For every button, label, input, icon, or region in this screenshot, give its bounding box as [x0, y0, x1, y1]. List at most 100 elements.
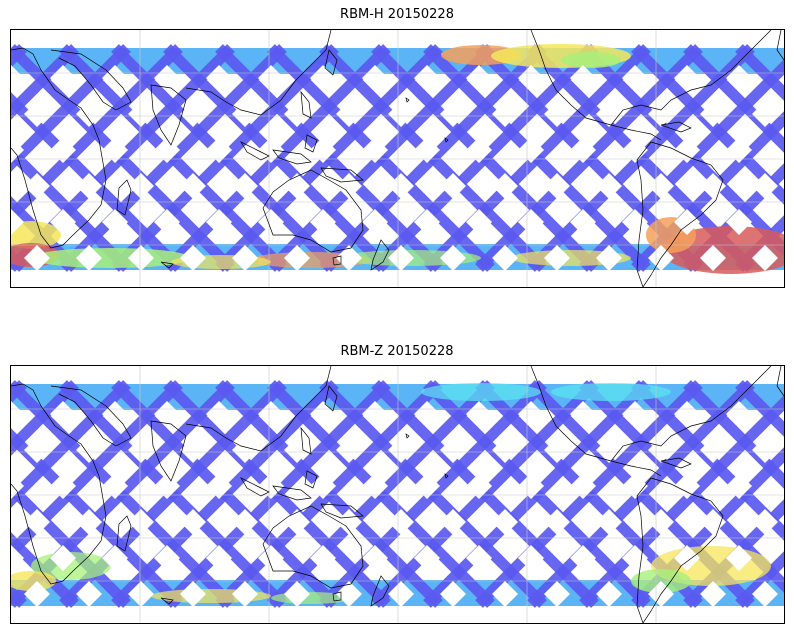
gap-diamond [336, 437, 362, 463]
coastline-path [444, 473, 449, 479]
coastline-path [262, 505, 364, 589]
swath-track [11, 380, 79, 456]
gap-diamond [596, 437, 622, 463]
swath-track [267, 44, 495, 272]
coastline-path [660, 121, 692, 133]
gap-diamond [492, 101, 518, 127]
coastline-path [262, 169, 364, 253]
gap-diamond [11, 545, 24, 571]
gap-diamond [336, 173, 362, 199]
swath-track [735, 44, 784, 101]
gap-diamond [362, 473, 388, 499]
gap-diamond [596, 245, 622, 271]
swath-track [683, 380, 784, 489]
gap-diamond [336, 245, 362, 271]
coastline-path [185, 366, 332, 452]
gap-diamond [414, 209, 440, 235]
swath-track [579, 395, 784, 608]
coastlines [11, 366, 784, 623]
gap-diamond [362, 401, 388, 427]
gap-diamond [50, 473, 76, 499]
coastline-path [320, 167, 364, 183]
coastline-path [636, 141, 724, 287]
gap-diamond [232, 245, 258, 271]
gap-diamond [154, 473, 180, 499]
swath-layer [11, 44, 784, 274]
coastline-path [11, 47, 107, 249]
gap-diamond [362, 65, 388, 91]
gap-diamond [362, 545, 388, 571]
gap-diamond [310, 545, 336, 571]
coastline-path [11, 383, 107, 585]
gap-diamond [388, 509, 414, 535]
gap-diamond [518, 209, 544, 235]
intensity-patch [31, 248, 191, 268]
graticule [11, 30, 784, 287]
swath-track [527, 380, 755, 608]
gap-diamond [206, 65, 232, 91]
gap-diamond [544, 173, 570, 199]
coastline-path [530, 366, 662, 477]
coastline-path [324, 49, 338, 76]
gap-diamond [206, 137, 232, 163]
gap-diamond [11, 473, 24, 499]
coastline-path [185, 30, 332, 116]
coastline-path [300, 426, 312, 455]
gap-diamond [544, 245, 570, 271]
swath-layer [11, 380, 784, 608]
gap-diamond [128, 437, 154, 463]
gap-diamond [726, 65, 752, 91]
swath-track [423, 380, 651, 608]
gap-diamond [258, 209, 284, 235]
intensity-patch [561, 52, 621, 68]
swath-track [735, 551, 784, 608]
coastline-path [160, 261, 174, 269]
gap-diamond [440, 173, 466, 199]
swath-track [163, 380, 391, 608]
coastline-path [150, 420, 187, 482]
swath-track [423, 44, 651, 272]
gap-diamond [726, 209, 752, 235]
coastline-path [300, 90, 312, 119]
gap-diamond [752, 173, 778, 199]
gap-diamond [518, 401, 544, 427]
coastline-path [332, 591, 342, 602]
gap-diamond [232, 173, 258, 199]
gap-diamond [11, 137, 24, 163]
gap-diamond [388, 101, 414, 127]
coastline-path [405, 433, 410, 439]
swath-track [735, 380, 784, 437]
gap-diamond [466, 545, 492, 571]
gap-diamond [544, 509, 570, 535]
gap-diamond [492, 509, 518, 535]
gap-diamond [154, 137, 180, 163]
gap-diamond [310, 137, 336, 163]
gap-diamond [700, 101, 726, 127]
gap-diamond [206, 209, 232, 235]
coastline-path [444, 137, 449, 143]
gap-diamond [700, 581, 726, 607]
gap-diamond [570, 545, 596, 571]
coastline-path [636, 477, 724, 623]
gap-diamond [622, 473, 648, 499]
gap-diamond [700, 509, 726, 535]
swath-track [111, 44, 339, 272]
gap-diamond [700, 173, 726, 199]
gap-diamond [50, 545, 76, 571]
gap-diamond [622, 545, 648, 571]
swath-track [475, 380, 703, 608]
gap-diamond [570, 473, 596, 499]
intensity-patch [11, 221, 61, 249]
gap-diamond [466, 65, 492, 91]
coastline-path [320, 503, 364, 519]
intensity-patch [421, 383, 541, 401]
gap-diamond [336, 101, 362, 127]
gap-diamond [50, 65, 76, 91]
gap-diamond [570, 65, 596, 91]
gap-diamond [752, 101, 778, 127]
gap-diamond [102, 209, 128, 235]
gap-diamond [336, 509, 362, 535]
swath-track [111, 380, 339, 608]
swath-track [163, 44, 391, 272]
gap-diamond [700, 245, 726, 271]
